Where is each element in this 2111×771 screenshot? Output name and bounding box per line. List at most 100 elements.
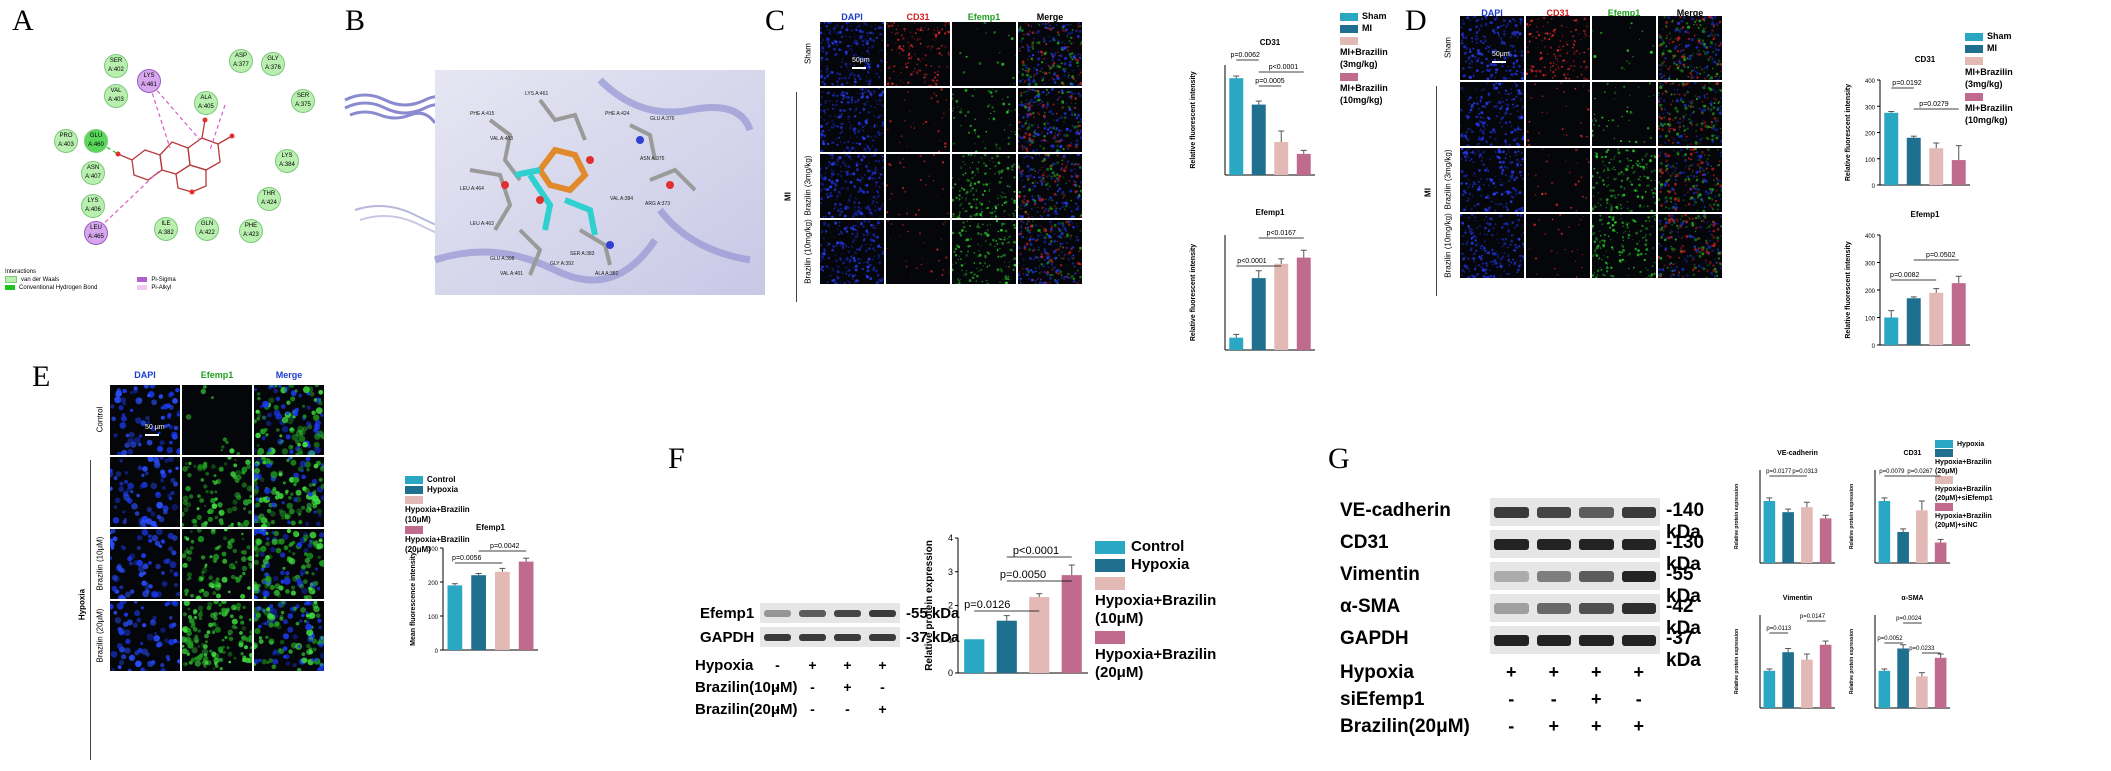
- signal-dot: [1589, 35, 1590, 37]
- signal-dot: [1487, 50, 1490, 53]
- signal-dot: [857, 22, 859, 23]
- signal-dot: [1080, 117, 1082, 121]
- signal-dot: [1066, 91, 1068, 93]
- signal-dot: [1037, 206, 1039, 209]
- signal-dot: [1477, 138, 1480, 141]
- signal-dot: [908, 110, 911, 112]
- signal-dot: [894, 32, 897, 35]
- signal-dot: [930, 65, 933, 67]
- signal-dot: [1565, 105, 1568, 107]
- signal-dot: [828, 178, 831, 182]
- signal-dot: [1492, 263, 1495, 266]
- signal-dot: [1054, 256, 1057, 260]
- signal-dot: [1506, 103, 1510, 107]
- signal-dot: [957, 278, 960, 281]
- signal-dot: [1487, 208, 1489, 211]
- signal-dot: [1678, 44, 1681, 46]
- legend-label: MI: [1362, 23, 1372, 33]
- signal-dot: [1055, 178, 1058, 180]
- signal-dot: [1465, 152, 1469, 155]
- signal-dot: [836, 104, 838, 106]
- signal-dot: [1465, 174, 1468, 177]
- signal-dot: [1620, 217, 1622, 220]
- signal-dot: [986, 229, 989, 232]
- signal-dot: [1719, 109, 1722, 112]
- signal-dot: [1523, 258, 1524, 260]
- signal-dot: [907, 207, 909, 209]
- signal-dot: [1481, 130, 1485, 134]
- signal-dot: [985, 183, 988, 186]
- signal-dot: [1038, 113, 1041, 116]
- signal-dot: [1694, 140, 1698, 144]
- signal-dot: [1036, 30, 1040, 34]
- signal-dot: [870, 264, 873, 267]
- signal-dot: [1460, 215, 1462, 218]
- legend-swatch: [1340, 12, 1358, 21]
- signal-dot: [1024, 210, 1028, 214]
- signal-dot: [1052, 162, 1055, 165]
- signal-dot: [1544, 192, 1547, 195]
- signal-dot: [1582, 85, 1585, 88]
- signal-dot: [1671, 187, 1675, 191]
- signal-dot: [967, 110, 970, 114]
- signal-dot: [1521, 92, 1523, 95]
- signal-dot: [1599, 247, 1602, 249]
- signal-dot: [1580, 39, 1582, 41]
- signal-dot: [1041, 22, 1045, 26]
- signal-dot: [1044, 154, 1047, 157]
- signal-dot: [1507, 272, 1510, 275]
- signal-dot: [1711, 29, 1714, 32]
- signal-dot: [1685, 259, 1689, 263]
- signal-dot: [1018, 120, 1021, 124]
- signal-dot: [969, 184, 972, 187]
- signal-dot: [1021, 136, 1024, 140]
- signal-dot: [1703, 19, 1706, 22]
- signal-dot: [1026, 174, 1029, 178]
- signal-dot: [1498, 33, 1500, 36]
- signal-dot: [860, 258, 863, 261]
- signal-dot: [1061, 221, 1064, 225]
- signal-dot: [1676, 88, 1679, 91]
- signal-dot: [1066, 45, 1070, 49]
- signal-dot: [1661, 54, 1663, 57]
- signal-dot: [1477, 168, 1480, 172]
- signal-dot: [958, 282, 961, 284]
- signal-dot: [1076, 61, 1079, 64]
- signal-dot: [1717, 164, 1720, 167]
- signal-dot: [983, 154, 987, 157]
- signal-dot: [839, 30, 842, 34]
- signal-dot: [850, 256, 852, 258]
- signal-dot: [1049, 282, 1051, 284]
- signal-dot: [1551, 34, 1555, 37]
- signal-dot: [919, 179, 922, 182]
- signal-dot: [820, 259, 822, 262]
- signal-dot: [1711, 67, 1714, 70]
- signal-dot: [1697, 96, 1699, 98]
- signal-dot: [1708, 102, 1711, 105]
- signal-dot: [1034, 154, 1038, 156]
- signal-dot: [1659, 144, 1662, 146]
- signal-dot: [1583, 36, 1585, 38]
- signal-dot: [1693, 67, 1696, 69]
- signal-dot: [1556, 87, 1559, 90]
- signal-dot: [1684, 194, 1686, 196]
- signal-dot: [1019, 135, 1023, 139]
- signal-dot: [1509, 44, 1512, 47]
- signal-dot: [1021, 235, 1024, 239]
- signal-dot: [865, 40, 869, 43]
- signal-dot: [1720, 235, 1722, 237]
- signal-dot: [996, 250, 998, 252]
- signal-dot: [869, 277, 873, 281]
- signal-dot: [1070, 256, 1074, 260]
- signal-dot: [1029, 242, 1033, 246]
- signal-dot: [1689, 105, 1693, 108]
- signal-dot: [868, 80, 871, 83]
- signal-dot: [1062, 24, 1066, 28]
- signal-dot: [1003, 253, 1007, 257]
- signal-dot: [1508, 179, 1510, 182]
- signal-dot: [1067, 34, 1069, 36]
- signal-dot: [1553, 181, 1555, 183]
- signal-dot: [1610, 206, 1613, 210]
- signal-dot: [1071, 163, 1073, 165]
- signal-dot: [887, 220, 890, 222]
